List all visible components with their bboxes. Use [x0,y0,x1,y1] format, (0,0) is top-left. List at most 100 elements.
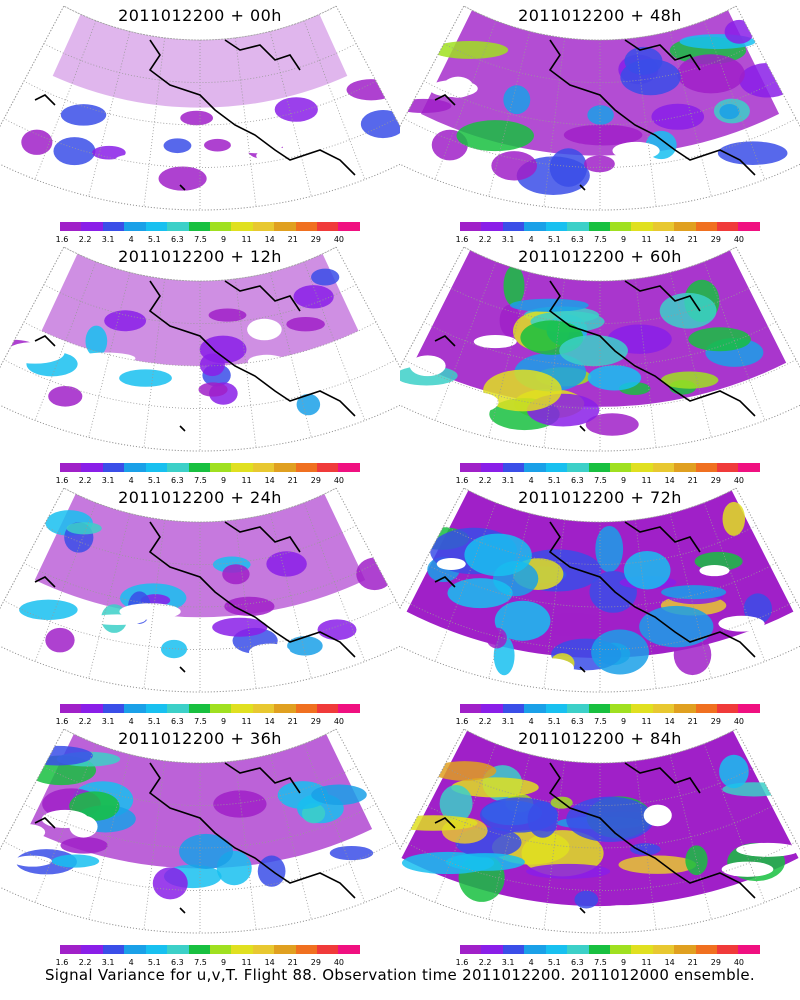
colorbar-swatch [524,463,546,472]
variance-blob [724,19,754,44]
colorbar [60,222,360,231]
colorbar-tick-label: 7.5 [594,717,607,726]
variance-blob [587,105,614,125]
coastline [34,39,356,191]
colorbar-tick-label: 2.2 [78,476,92,485]
colorbar-swatch [481,463,503,472]
colorbar-tick-label: 5.1 [547,717,561,726]
gap-region [76,352,136,365]
colorbar-swatch [695,945,718,954]
map-panel: 2011012200 + 24h 1.6 2.2 3.1 4 5.1 6.3 7.5 9 11 14… [0,482,400,727]
gap-region [699,565,730,577]
colorbar-tick-label: 21 [287,958,298,967]
variance-blob [739,63,796,98]
variance-blob [19,599,78,620]
colorbar-tick-label: 3.1 [101,717,115,726]
variance-blob [719,104,740,120]
colorbar-tick-label: 40 [333,235,345,244]
colorbar [60,945,360,954]
colorbar-swatch [588,945,610,954]
colorbar-swatch [609,222,632,231]
map-border [0,5,400,211]
colorbar-tick-label: 4 [128,476,134,485]
colorbar-swatch [738,704,760,713]
colorbar-tick-label: 40 [733,717,745,726]
colorbar-swatch [231,945,253,954]
colorbar-swatch [524,945,546,954]
gap-region [612,141,660,160]
colorbar-tick-label: 6.3 [171,235,184,244]
variance-blob [274,97,318,122]
colorbar-swatch [102,463,125,472]
variance-blob [431,41,509,59]
map-panel: 2011012200 + 00h 1.6 2.2 3.1 4 5.1 6.3 7.5 9 11 14… [0,0,400,245]
colorbar-swatch [188,463,210,472]
variance-blob [595,525,624,573]
colorbar-tick-label: 14 [664,717,675,726]
variance-blob [198,382,228,397]
colorbar-tick-label: 2.2 [78,958,92,967]
gap-region [460,392,499,412]
colorbar-tick-label: 6.3 [171,717,184,726]
colorbar-swatch [567,222,589,231]
colorbar-ticks: 1.6 2.2 3.1 4 5.1 6.3 7.5 9 11 14 21 29 40 [456,235,760,245]
colorbar-swatch [295,704,318,713]
colorbar-tick-label: 5.1 [147,235,161,244]
gap-region [5,341,65,364]
colorbar-tick-label: 1.6 [455,958,469,967]
gap-region [436,558,466,571]
map-panel: 2011012200 + 48h 1.6 2.2 3.1 4 5.1 6.3 7.5 9 11 14… [400,0,800,245]
coastline [34,521,356,673]
colorbar-swatch [674,222,696,231]
gap-region [174,657,235,675]
colorbar-tick-label: 9 [620,958,627,967]
colorbar-tick-label: 7.5 [194,717,207,726]
variance-blob [503,85,531,115]
gap-region [429,80,478,98]
colorbar-tick-label: 11 [641,717,652,726]
variance-blob [535,612,611,637]
colorbar-tick-label: 40 [333,717,345,726]
colorbar-tick-label: 4 [528,476,534,485]
colorbar-swatch [252,222,275,231]
variance-blob [630,843,661,856]
colorbar-swatch [481,945,503,954]
colorbar-tick-label: 2.2 [478,476,492,485]
colorbar-tick-label: 6.3 [571,717,584,726]
variance-blob [456,120,535,152]
variance-blob [208,308,247,322]
variance-blob [445,853,525,871]
panel-title: 2011012200 + 24h [118,488,282,507]
colorbar-swatch [545,704,568,713]
colorbar-tick-label: 14 [264,717,275,726]
colorbar-tick-label: 1.6 [55,958,69,967]
variance-blob [659,292,717,329]
colorbar-swatch [60,463,82,472]
colorbar-tick-label: 9 [220,476,227,485]
colorbar-swatch [460,704,482,713]
variance-blob [60,837,108,854]
colorbar-tick-label: 29 [710,235,721,244]
gap-region [721,861,774,877]
variance-blob [163,138,192,154]
panel-title: 2011012200 + 72h [518,488,682,507]
variance-blob [685,845,708,876]
colorbar-swatch [674,704,696,713]
map-panel: 2011012200 + 84h 1.6 2.2 3.1 4 5.1 6.3 7.5 9 11 14… [400,723,800,968]
colorbar-tick-label: 11 [641,958,652,967]
variance-blob [104,310,147,332]
colorbar [460,704,760,713]
variance-blob [526,863,611,879]
coastline [434,39,756,191]
gap-region [119,603,181,620]
colorbar-swatch [81,222,103,231]
variance-blob [447,578,513,609]
variance-blob [224,596,275,617]
colorbar-swatch [738,463,760,472]
colorbar-tick-label: 5.1 [547,476,561,485]
colorbar-tick-label: 4 [128,717,134,726]
colorbar-tick-label: 29 [710,958,721,967]
variance-blob [311,268,340,286]
colorbar-ticks: 1.6 2.2 3.1 4 5.1 6.3 7.5 9 11 14 21 29 40 [456,476,760,486]
colorbar-tick-label: 2.2 [78,235,92,244]
